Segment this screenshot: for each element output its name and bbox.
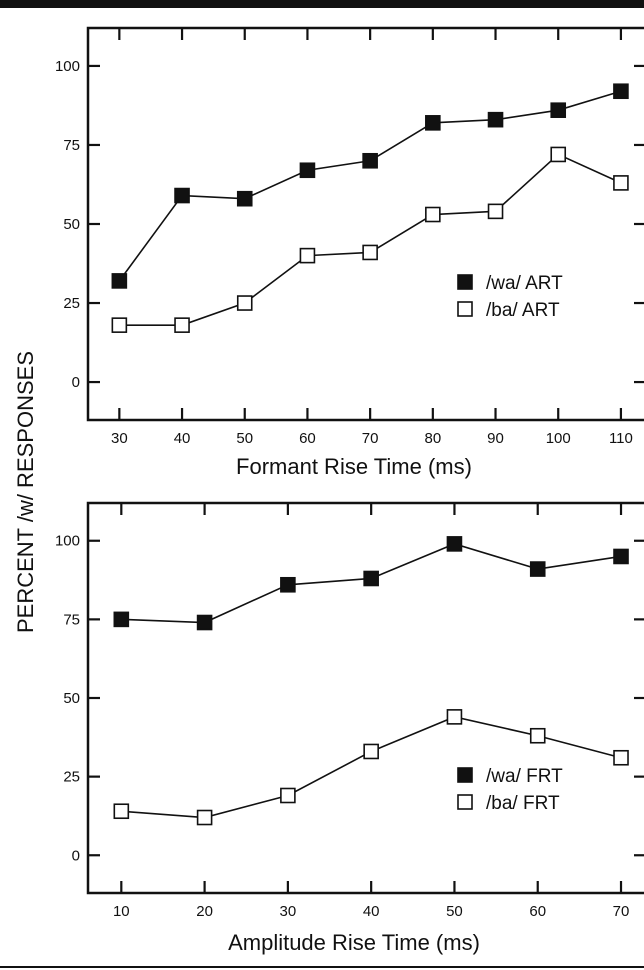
data-point-open: [446, 709, 463, 725]
legend-label: /wa/ FRT: [486, 766, 563, 787]
x-tick-label: 60: [299, 430, 316, 447]
plot-frame: [86, 501, 644, 895]
x-tick-label: 70: [362, 430, 379, 447]
data-point-open: [613, 749, 629, 766]
data-point-filled: [111, 273, 128, 289]
data-point-filled: [236, 190, 253, 207]
y-tick-label: 100: [55, 533, 80, 550]
y-tick-label: 75: [63, 611, 80, 628]
data-point-open: [174, 317, 190, 333]
x-tick-label: 90: [487, 430, 504, 447]
data-point-open: [299, 247, 316, 264]
x-tick-label: 80: [424, 430, 441, 447]
x-tick-label: 50: [446, 903, 463, 920]
data-point-open: [425, 206, 441, 223]
x-tick-label: 50: [236, 430, 253, 447]
data-point-filled: [425, 115, 441, 131]
data-point-open: [236, 295, 253, 311]
data-point-open: [613, 175, 629, 191]
data-point-filled: [299, 162, 316, 179]
chart-panel-amplitude: 10 20 30 40 50 60 70 0 25 50 75 100 Amplitude Rise T…: [55, 501, 644, 955]
legend-marker: [457, 767, 473, 783]
legend-marker: [457, 301, 473, 317]
legend-marker: [457, 794, 473, 810]
data-point-filled: [280, 576, 296, 593]
x-tick-label: 100: [546, 430, 571, 447]
x-tick-label: 10: [113, 903, 130, 920]
data-point-filled: [446, 536, 463, 552]
y-tick-label: 50: [63, 690, 80, 707]
y-tick-label: 50: [63, 216, 80, 233]
data-point-open: [113, 803, 130, 820]
data-point-filled: [613, 548, 629, 565]
y-tick-label: 100: [55, 58, 80, 75]
data-point-open: [363, 743, 379, 760]
data-point-filled: [362, 152, 378, 169]
y-tick-label: 75: [63, 137, 80, 154]
shared-y-axis-label: PERCENT /w/ RESPONSES: [13, 351, 38, 633]
x-tick-label: 40: [363, 903, 380, 920]
legend-label: /ba/ ART: [486, 300, 560, 321]
data-point-open: [487, 203, 504, 220]
data-point-filled: [487, 111, 504, 128]
data-point-open: [550, 146, 567, 163]
x-tick-label: 30: [280, 903, 297, 920]
x-tick-label: 30: [111, 430, 128, 447]
data-point-filled: [113, 611, 130, 628]
y-tick-label: 0: [72, 847, 80, 864]
data-point-open: [362, 244, 378, 261]
x-tick-label: 110: [609, 430, 633, 447]
data-point-filled: [529, 561, 546, 577]
data-point-open: [529, 727, 546, 744]
legend-label: /wa/ ART: [486, 273, 563, 294]
y-tick-label: 25: [63, 295, 80, 312]
x-tick-label: 70: [613, 903, 630, 920]
data-point-filled: [550, 102, 567, 118]
x-tick-label: 20: [196, 903, 213, 920]
data-point-filled: [196, 614, 213, 631]
legend-label: /ba/ FRT: [486, 793, 560, 814]
x-tick-label: 40: [174, 430, 191, 447]
data-point-filled: [174, 187, 190, 204]
data-point-filled: [613, 83, 629, 100]
x-axis-label: Formant Rise Time (ms): [236, 454, 472, 479]
y-tick-label: 0: [72, 374, 80, 391]
data-point-open: [111, 317, 128, 333]
chart-panel-formant: 30 40 50 60 70 80 90 100 110 0 25 50 75 100 Formant Ri…: [55, 26, 644, 479]
data-point-filled: [363, 570, 379, 587]
top-rule: [0, 0, 644, 8]
data-point-open: [196, 809, 213, 826]
legend-marker: [457, 274, 473, 290]
x-tick-label: 60: [529, 903, 546, 920]
x-axis-label: Amplitude Rise Time (ms): [228, 930, 480, 955]
data-point-open: [280, 787, 296, 804]
y-tick-label: 25: [63, 769, 80, 786]
plot-frame: [86, 26, 644, 422]
bottom-rule: [0, 966, 644, 968]
